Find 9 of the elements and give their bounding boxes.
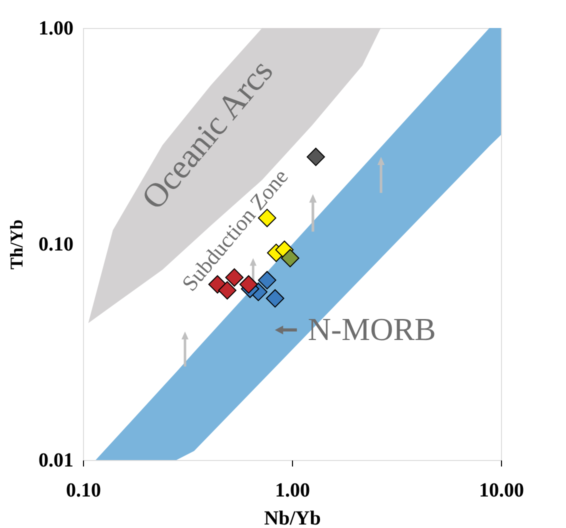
x-axis-title: Nb/Yb xyxy=(264,508,321,528)
y-tick-label: 0.10 xyxy=(38,234,74,256)
y-tick-label: 0.01 xyxy=(38,450,74,472)
x-tick-label: 1.00 xyxy=(275,480,310,502)
annotation: N-MORB xyxy=(308,310,436,347)
y-tick-label: 1.00 xyxy=(38,18,74,40)
x-tick-label: 0.10 xyxy=(66,480,101,502)
x-tick-label: 10.00 xyxy=(479,480,524,502)
y-axis-title: Th/Yb xyxy=(6,219,26,270)
